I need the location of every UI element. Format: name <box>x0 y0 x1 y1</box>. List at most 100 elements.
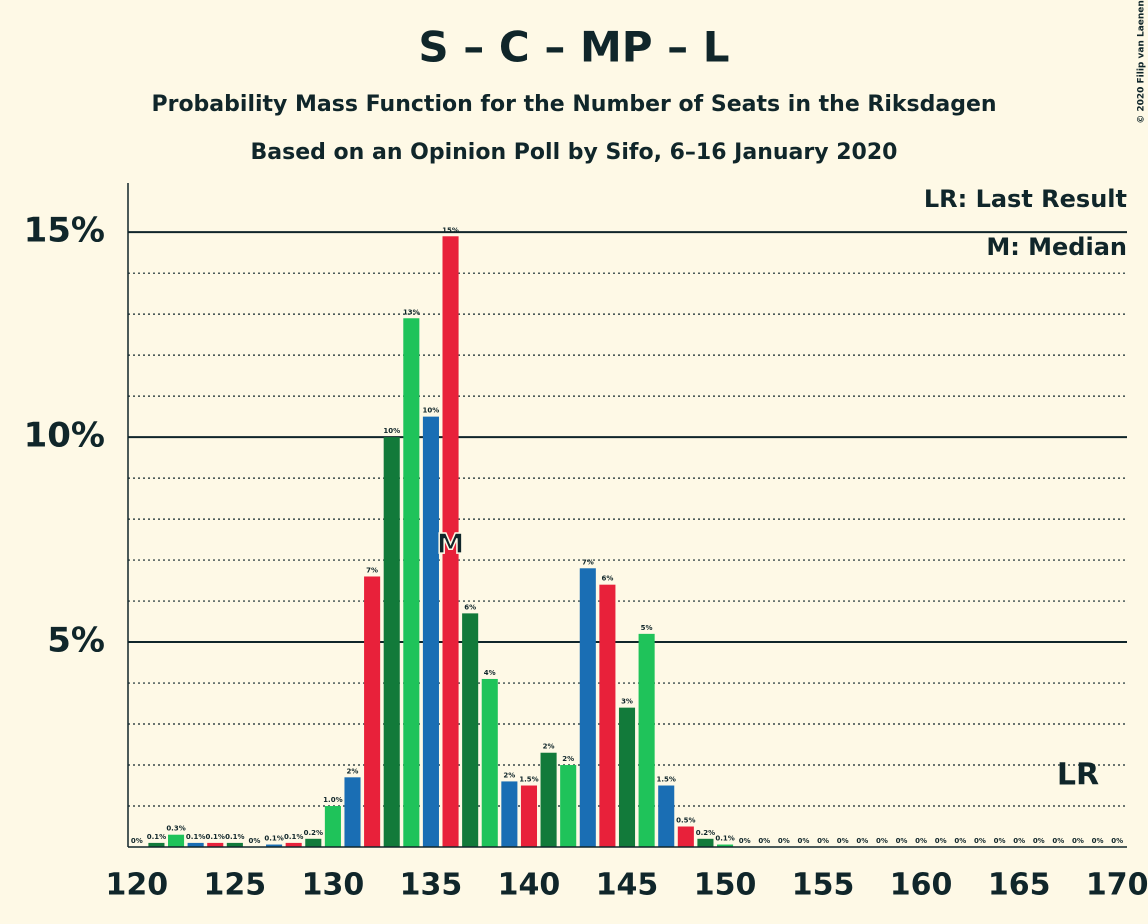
bar <box>462 613 479 847</box>
value-label: 4% <box>484 669 496 677</box>
value-label: 0% <box>954 837 966 845</box>
value-label: 0% <box>1111 837 1123 845</box>
value-label: 6% <box>601 575 613 583</box>
value-label: 0.1% <box>264 835 283 843</box>
value-label: 1.5% <box>657 776 676 784</box>
bar <box>207 842 224 847</box>
bar <box>344 777 361 847</box>
value-label: 0% <box>856 837 868 845</box>
x-tick-label: 170 <box>1086 868 1148 903</box>
bar <box>599 584 616 847</box>
value-label: 2% <box>347 767 359 775</box>
value-label: 0% <box>131 837 143 845</box>
x-tick-label: 125 <box>204 868 267 903</box>
bar <box>324 806 341 847</box>
x-tick-label: 155 <box>792 868 855 903</box>
value-label: 0% <box>1013 837 1025 845</box>
value-label: 0% <box>778 837 790 845</box>
bar <box>442 236 459 848</box>
bar <box>422 416 439 847</box>
bar <box>403 318 420 847</box>
bar <box>383 437 400 847</box>
value-label: 0% <box>1092 837 1104 845</box>
value-label: 5% <box>641 624 653 632</box>
y-tick-label: 15% <box>24 211 105 251</box>
value-label: 0% <box>974 837 986 845</box>
credit: © 2020 Filip van Laenen <box>1137 0 1147 124</box>
chart-title: S – C – MP – L <box>418 23 729 72</box>
value-label: 0.2% <box>304 829 323 837</box>
value-label: 0% <box>739 837 751 845</box>
x-tick-label: 150 <box>694 868 757 903</box>
value-label: 0.1% <box>206 833 225 841</box>
value-label: 0% <box>1052 837 1064 845</box>
note: LR: Last Result <box>924 185 1127 213</box>
x-tick-label: 135 <box>400 868 463 903</box>
value-label: 0% <box>896 837 908 845</box>
bar <box>305 838 322 847</box>
bar <box>697 838 714 847</box>
value-label: 0% <box>249 837 261 845</box>
x-tick-label: 130 <box>302 868 365 903</box>
value-label: 13% <box>403 308 420 316</box>
bar <box>148 842 165 847</box>
value-label: 0.5% <box>676 817 695 825</box>
median-marker: M <box>437 527 465 560</box>
chart-subtitle: Based on an Opinion Poll by Sifo, 6–16 J… <box>251 140 898 165</box>
value-label: 0% <box>876 837 888 845</box>
value-label: 0.1% <box>715 835 734 843</box>
value-label: 0% <box>935 837 947 845</box>
x-tick-label: 140 <box>498 868 561 903</box>
bar <box>638 633 655 847</box>
chart-subtitle: Probability Mass Function for the Number… <box>151 92 996 117</box>
value-label: 10% <box>383 427 400 435</box>
value-label: 0% <box>798 837 810 845</box>
value-label: 7% <box>582 558 594 566</box>
value-label: 0.1% <box>147 833 166 841</box>
value-label: 0.2% <box>696 829 715 837</box>
note: M: Median <box>986 233 1127 261</box>
value-label: 2% <box>503 771 515 779</box>
bar <box>618 707 636 847</box>
bar <box>364 576 381 847</box>
value-label: 6% <box>464 603 476 611</box>
value-label: 0% <box>994 837 1006 845</box>
value-label: 15% <box>442 226 459 234</box>
value-label: 0% <box>1072 837 1084 845</box>
value-label: 2% <box>543 743 555 751</box>
bar <box>677 826 694 847</box>
bar <box>481 678 498 847</box>
bar <box>520 785 538 847</box>
bar <box>540 752 557 847</box>
bar <box>285 842 302 847</box>
bar <box>226 842 243 847</box>
value-label: 0.1% <box>225 833 244 841</box>
bar <box>167 834 185 847</box>
value-label: 0% <box>1033 837 1045 845</box>
value-label: 1.0% <box>323 796 342 804</box>
value-label: 2% <box>562 755 574 763</box>
bar <box>501 781 518 847</box>
value-label: 0.1% <box>186 833 205 841</box>
x-tick-label: 165 <box>988 868 1051 903</box>
value-label: 0.1% <box>284 833 303 841</box>
x-tick-label: 160 <box>890 868 953 903</box>
x-tick-label: 145 <box>596 868 659 903</box>
bar <box>717 844 734 847</box>
bar <box>579 568 596 847</box>
value-label: 0% <box>817 837 829 845</box>
last-result-marker: LR <box>1057 758 1099 793</box>
value-label: 3% <box>621 698 633 706</box>
y-tick-label: 5% <box>47 621 105 661</box>
value-label: 0% <box>915 837 927 845</box>
value-label: 0.3% <box>166 825 185 833</box>
bar <box>266 844 283 847</box>
value-label: 10% <box>423 407 440 415</box>
bar <box>658 785 675 847</box>
bar <box>187 842 204 847</box>
value-label: 1.5% <box>519 776 538 784</box>
value-label: 0% <box>837 837 849 845</box>
y-tick-label: 10% <box>24 416 105 456</box>
x-tick-label: 120 <box>106 868 169 903</box>
